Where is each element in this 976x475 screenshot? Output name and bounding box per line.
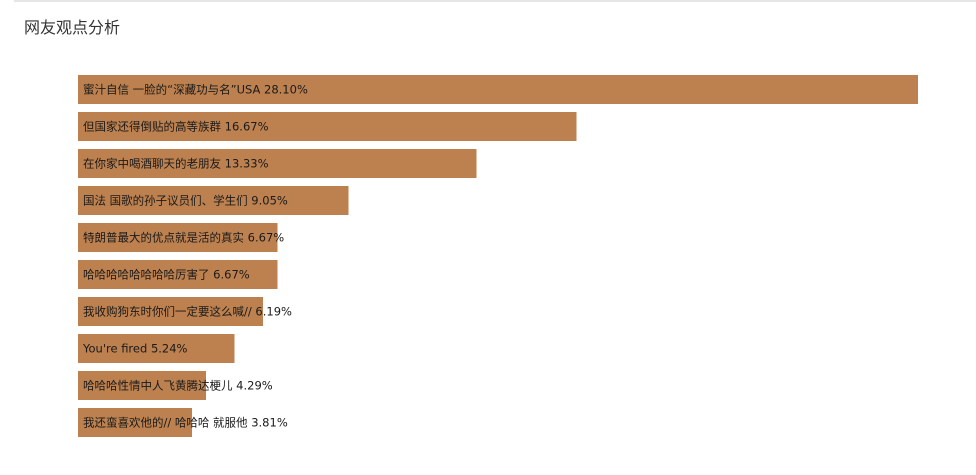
bar-label-2: 但国家还得倒贴的高等族群 16.67% bbox=[83, 120, 269, 134]
bar-2[interactable] bbox=[78, 112, 577, 141]
bar-label-9: 哈哈哈性情中人飞黄腾达梗儿 4.29% bbox=[83, 379, 273, 393]
bar-3[interactable] bbox=[78, 149, 477, 178]
bar-label-1: 蜜汁自信 一脸的“深藏功与名”USA 28.10% bbox=[83, 83, 308, 97]
bar-6[interactable] bbox=[78, 260, 278, 289]
bar-label-5: 特朗普最大的优点就是活的真实 6.67% bbox=[83, 231, 284, 245]
bar-9[interactable] bbox=[78, 371, 207, 400]
bar-label-7: 我收购狗东时你们一定要这么喊// 6.19% bbox=[83, 305, 292, 319]
bar-10[interactable] bbox=[78, 408, 192, 437]
bar-8[interactable] bbox=[78, 334, 235, 363]
bar-label-4: 国法 国歌的孙子议员们、学生们 9.05% bbox=[83, 194, 288, 208]
bar-1[interactable] bbox=[78, 75, 918, 104]
panel-top-border bbox=[14, 0, 976, 2]
bar-label-10: 我还蛮喜欢他的// 哈哈哈 就服他 3.81% bbox=[83, 416, 288, 430]
bar-label-6: 哈哈哈哈哈哈哈哈厉害了 6.67% bbox=[83, 268, 250, 282]
bar-5[interactable] bbox=[78, 223, 278, 252]
bar-4[interactable] bbox=[78, 186, 349, 215]
bar-label-3: 在你家中喝酒聊天的老朋友 13.33% bbox=[83, 157, 269, 171]
bar-7[interactable] bbox=[78, 297, 263, 326]
bar-label-8: You're fired 5.24% bbox=[82, 342, 188, 356]
panel-title: 网友观点分析 bbox=[24, 18, 121, 37]
